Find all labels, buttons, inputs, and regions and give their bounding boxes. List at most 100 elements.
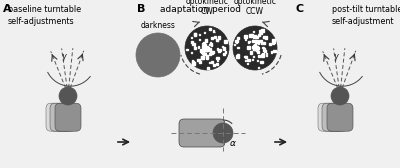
Bar bbox=[201, 56, 204, 59]
Bar bbox=[260, 30, 261, 31]
Text: γ: γ bbox=[334, 52, 338, 61]
Bar bbox=[259, 32, 260, 33]
Bar bbox=[220, 49, 221, 51]
Bar bbox=[273, 50, 276, 52]
Bar bbox=[204, 48, 206, 50]
Bar bbox=[253, 35, 256, 37]
Bar bbox=[202, 43, 203, 44]
Bar bbox=[248, 40, 250, 42]
Bar bbox=[206, 47, 208, 49]
Bar bbox=[202, 56, 204, 59]
Bar bbox=[192, 43, 194, 45]
Bar bbox=[272, 41, 274, 43]
Bar bbox=[235, 40, 237, 42]
Bar bbox=[224, 40, 227, 43]
Bar bbox=[209, 28, 212, 30]
Bar bbox=[211, 37, 213, 39]
Bar bbox=[262, 53, 264, 55]
Bar bbox=[216, 57, 219, 59]
Bar bbox=[203, 53, 206, 55]
Bar bbox=[205, 49, 208, 51]
Bar bbox=[217, 40, 218, 41]
Bar bbox=[204, 44, 206, 46]
Bar bbox=[200, 49, 203, 52]
Bar bbox=[202, 45, 205, 48]
Bar bbox=[206, 47, 209, 50]
Bar bbox=[191, 52, 192, 53]
Bar bbox=[208, 48, 211, 51]
Bar bbox=[253, 45, 256, 48]
Bar bbox=[214, 36, 216, 38]
Bar bbox=[252, 48, 255, 50]
Bar bbox=[254, 45, 256, 47]
Bar bbox=[211, 51, 214, 54]
Bar bbox=[202, 52, 204, 54]
Circle shape bbox=[331, 87, 349, 105]
Bar bbox=[222, 46, 223, 47]
Bar bbox=[253, 47, 256, 50]
Bar bbox=[208, 44, 210, 45]
Bar bbox=[252, 40, 254, 42]
Bar bbox=[268, 43, 270, 45]
Bar bbox=[252, 46, 254, 48]
Text: optokinetic
CCW: optokinetic CCW bbox=[234, 0, 276, 16]
Bar bbox=[237, 54, 239, 55]
Bar bbox=[236, 42, 237, 43]
Bar bbox=[206, 46, 208, 49]
Bar bbox=[252, 39, 253, 41]
Bar bbox=[205, 39, 207, 42]
Bar bbox=[206, 48, 208, 50]
Bar bbox=[216, 39, 218, 41]
Bar bbox=[210, 43, 212, 45]
Bar bbox=[244, 56, 246, 57]
Bar bbox=[256, 46, 257, 48]
Bar bbox=[262, 47, 264, 48]
Bar bbox=[194, 47, 196, 49]
Text: post-tilt turntable
self-adjustment: post-tilt turntable self-adjustment bbox=[332, 5, 400, 26]
FancyBboxPatch shape bbox=[318, 103, 344, 131]
FancyBboxPatch shape bbox=[322, 103, 348, 131]
Bar bbox=[272, 39, 275, 42]
Bar bbox=[210, 45, 212, 46]
Bar bbox=[263, 49, 265, 51]
Circle shape bbox=[59, 87, 77, 105]
Text: optokinetic
CW: optokinetic CW bbox=[186, 0, 228, 16]
Bar bbox=[248, 42, 249, 43]
Bar bbox=[264, 50, 266, 52]
Text: baseline turntable
self-adjustments: baseline turntable self-adjustments bbox=[8, 5, 81, 26]
FancyBboxPatch shape bbox=[55, 103, 81, 131]
FancyBboxPatch shape bbox=[179, 119, 225, 147]
Bar bbox=[264, 48, 265, 49]
Bar bbox=[236, 55, 239, 58]
Bar bbox=[217, 48, 218, 50]
Bar bbox=[207, 67, 208, 69]
Bar bbox=[257, 47, 259, 49]
Bar bbox=[213, 30, 214, 32]
Circle shape bbox=[213, 123, 233, 143]
Bar bbox=[218, 36, 220, 39]
Bar bbox=[206, 47, 207, 48]
Bar bbox=[208, 53, 210, 55]
Bar bbox=[272, 43, 274, 44]
Bar bbox=[253, 46, 254, 47]
Bar bbox=[258, 34, 260, 36]
Text: B: B bbox=[137, 4, 145, 14]
Bar bbox=[258, 42, 260, 43]
Text: α: α bbox=[230, 139, 236, 149]
Bar bbox=[253, 31, 254, 32]
Bar bbox=[236, 40, 238, 43]
Text: adaptation period: adaptation period bbox=[160, 5, 240, 14]
Bar bbox=[257, 51, 259, 53]
Bar bbox=[234, 44, 236, 45]
Bar bbox=[204, 49, 207, 51]
FancyBboxPatch shape bbox=[327, 103, 353, 131]
Bar bbox=[192, 62, 196, 65]
Bar bbox=[191, 37, 192, 38]
Bar bbox=[210, 50, 212, 52]
Bar bbox=[216, 63, 218, 66]
Bar bbox=[205, 47, 207, 49]
Bar bbox=[260, 31, 262, 34]
Bar bbox=[266, 55, 267, 56]
Bar bbox=[217, 60, 218, 61]
Bar bbox=[204, 45, 205, 46]
